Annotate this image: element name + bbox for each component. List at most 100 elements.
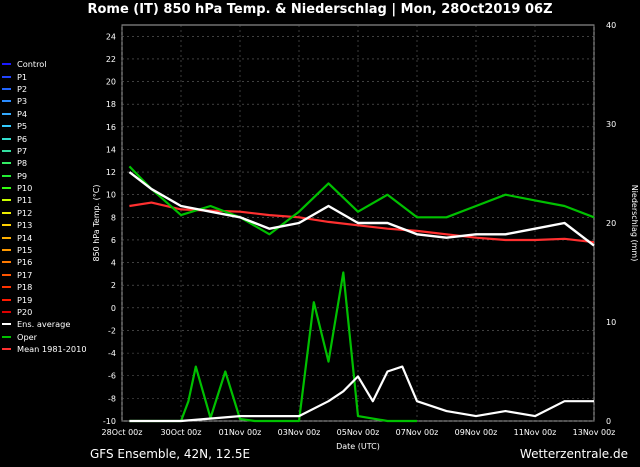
legend-swatch xyxy=(2,335,11,338)
legend-label: P11 xyxy=(17,195,33,206)
legend-item: Mean 1981-2010 xyxy=(2,343,97,355)
legend-swatch xyxy=(2,298,11,301)
legend-label: P5 xyxy=(17,121,28,132)
y-tick-label: 8 xyxy=(111,213,116,222)
y-tick-label: -4 xyxy=(108,349,116,358)
legend-item: P2 xyxy=(2,83,97,95)
y-tick-label: -10 xyxy=(103,417,116,426)
chart-title: Rome (IT) 850 hPa Temp. & Niederschlag |… xyxy=(87,2,553,17)
legend-swatch xyxy=(2,162,11,165)
y-tick-label: 22 xyxy=(106,55,116,64)
legend-item: P7 xyxy=(2,145,97,157)
y2-tick-label: 20 xyxy=(606,219,616,228)
legend-item: P9 xyxy=(2,170,97,182)
legend-label: P10 xyxy=(17,183,33,194)
x-tick-label: 30Oct 00z xyxy=(161,428,202,437)
legend-item: P17 xyxy=(2,269,97,281)
y-tick-label: 4 xyxy=(111,259,116,268)
legend-swatch xyxy=(2,311,11,313)
y-tick-label: 16 xyxy=(106,123,116,132)
legend-label: P7 xyxy=(17,145,28,156)
y-tick-label: 10 xyxy=(106,191,116,200)
legend-item: Ens. average xyxy=(2,318,97,330)
legend-label: P20 xyxy=(17,307,33,317)
legend-swatch xyxy=(2,125,11,128)
legend-label: P13 xyxy=(17,220,33,231)
legend-swatch xyxy=(2,261,11,264)
y2-tick-label: 30 xyxy=(606,120,616,129)
x-tick-label: 09Nov 00z xyxy=(455,428,498,437)
legend-label: P9 xyxy=(17,170,28,181)
x-tick-label: 03Nov 00z xyxy=(278,428,321,437)
legend-label: P14 xyxy=(17,232,33,243)
y-tick-label: -8 xyxy=(108,394,116,403)
y-tick-label: -2 xyxy=(108,326,116,335)
legend-item: P5 xyxy=(2,120,97,132)
legend-swatch xyxy=(2,75,11,78)
y-tick-label: 12 xyxy=(106,168,116,177)
temp-average-line xyxy=(128,171,595,247)
legend-label: P12 xyxy=(17,207,33,218)
legend-swatch xyxy=(2,149,11,152)
legend-label: P16 xyxy=(17,257,33,268)
y-tick-label: 14 xyxy=(106,145,116,154)
legend-swatch xyxy=(2,323,11,326)
legend-label: P1 xyxy=(17,71,28,82)
legend-label: Ens. average xyxy=(17,319,71,330)
y-tick-label: -6 xyxy=(108,372,116,381)
legend-item: P18 xyxy=(2,281,97,293)
legend-label: P4 xyxy=(17,108,28,119)
legend-item: P12 xyxy=(2,207,97,219)
legend-swatch xyxy=(2,236,11,239)
legend-item: P10 xyxy=(2,182,97,194)
legend-swatch xyxy=(2,137,11,140)
y-tick-label: 2 xyxy=(111,281,116,290)
legend-swatch xyxy=(2,273,11,276)
legend-swatch xyxy=(2,112,11,115)
y-axis-label: 850 hPa Temp. (°C) xyxy=(92,184,101,261)
x-tick-label: 28Oct 00z xyxy=(102,428,143,437)
legend-item: P16 xyxy=(2,256,97,268)
precip-oper-line xyxy=(129,271,417,423)
precip-average-line xyxy=(129,365,594,423)
legend-swatch xyxy=(2,224,11,227)
legend-item: P15 xyxy=(2,244,97,256)
legend-swatch xyxy=(2,100,11,103)
legend: Control P1 P2 P3 P4 P5 P6 P7 P8 P9 P10 P11 P12 P13 P14… xyxy=(2,58,97,355)
x-tick-label: 13Nov 00z xyxy=(573,428,616,437)
legend-item: P20 xyxy=(2,306,97,318)
legend-swatch xyxy=(2,63,11,66)
legend-swatch xyxy=(2,187,11,190)
x-axis-label: Date (UTC) xyxy=(336,442,380,451)
y-tick-label: 20 xyxy=(106,78,116,87)
y-tick-label: 0 xyxy=(111,304,116,313)
legend-item: P11 xyxy=(2,194,97,206)
legend-item: Control xyxy=(2,58,97,70)
site-credit: Wetterzentrale.de xyxy=(519,447,628,461)
x-tick-label: 01Nov 00z xyxy=(219,428,262,437)
model-info: GFS Ensemble, 42N, 12.5E xyxy=(90,447,251,461)
legend-item: P4 xyxy=(2,108,97,120)
y-tick-label: 18 xyxy=(106,100,116,109)
x-tick-label: 05Nov 00z xyxy=(337,428,380,437)
y2-axis-label: Niederschlag (mm) xyxy=(630,185,639,262)
legend-item: P14 xyxy=(2,231,97,243)
legend-item: P8 xyxy=(2,157,97,169)
legend-item: P13 xyxy=(2,219,97,231)
y2-tick-label: 0 xyxy=(606,417,611,426)
legend-swatch xyxy=(2,87,11,90)
legend-item: Oper xyxy=(2,331,97,343)
y2-tick-label: 40 xyxy=(606,21,616,30)
legend-item: P6 xyxy=(2,132,97,144)
y-tick-label: 6 xyxy=(111,236,116,245)
legend-swatch xyxy=(2,348,11,351)
legend-item: P3 xyxy=(2,95,97,107)
x-tick-label: 07Nov 00z xyxy=(396,428,439,437)
legend-label: P15 xyxy=(17,245,33,256)
x-tick-label: 11Nov 00z xyxy=(514,428,557,437)
legend-label: Control xyxy=(17,59,47,70)
legend-swatch xyxy=(2,174,11,177)
legend-item: P1 xyxy=(2,70,97,82)
y-tick-label: 24 xyxy=(106,32,116,41)
